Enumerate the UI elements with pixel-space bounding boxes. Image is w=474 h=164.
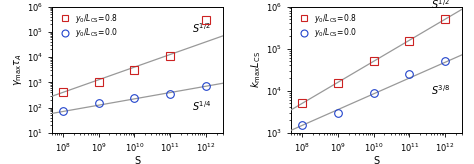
Y-axis label: $\gamma_{\rm max}\tau_A$: $\gamma_{\rm max}\tau_A$ — [12, 53, 24, 86]
Text: $S^{1/4}$: $S^{1/4}$ — [191, 99, 211, 113]
X-axis label: S: S — [374, 156, 380, 164]
Text: $S^{3/8}$: $S^{3/8}$ — [431, 83, 450, 97]
Text: $S^{1/2}$: $S^{1/2}$ — [191, 21, 210, 35]
Y-axis label: $k_{\rm max}L_{\rm CS}$: $k_{\rm max}L_{\rm CS}$ — [249, 51, 264, 88]
Text: $S^{1/2}$: $S^{1/2}$ — [431, 0, 450, 11]
Legend: $y_0/L_{\rm CS}\!=\!0.8$, $y_0/L_{\rm CS}\!=\!0.0$: $y_0/L_{\rm CS}\!=\!0.8$, $y_0/L_{\rm CS… — [295, 10, 359, 41]
Legend: $y_0/L_{\rm CS}\!=\!0.8$, $y_0/L_{\rm CS}\!=\!0.0$: $y_0/L_{\rm CS}\!=\!0.8$, $y_0/L_{\rm CS… — [56, 10, 119, 41]
X-axis label: S: S — [135, 156, 141, 164]
